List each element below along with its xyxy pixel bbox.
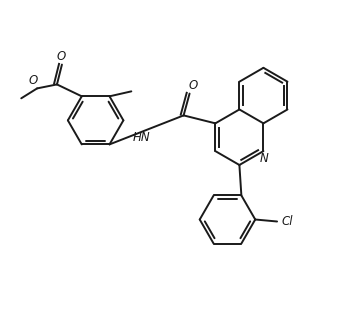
Text: O: O xyxy=(29,74,38,87)
Text: HN: HN xyxy=(133,131,150,144)
Text: N: N xyxy=(260,151,269,164)
Text: Cl: Cl xyxy=(281,215,293,228)
Text: O: O xyxy=(56,50,66,63)
Text: O: O xyxy=(189,79,198,92)
